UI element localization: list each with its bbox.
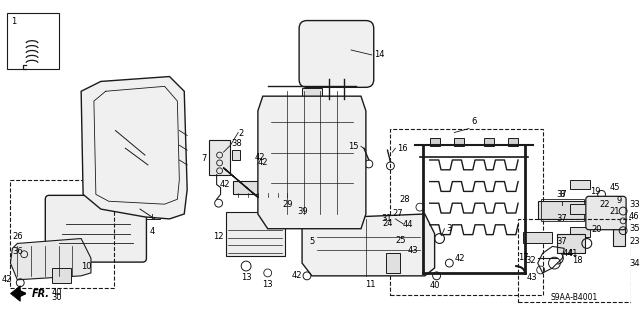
- Text: 42: 42: [255, 153, 265, 162]
- Bar: [170, 168, 182, 178]
- Text: 9: 9: [616, 196, 622, 205]
- Text: 32: 32: [525, 256, 536, 265]
- Polygon shape: [258, 96, 366, 229]
- Bar: [484, 138, 493, 146]
- Text: 42: 42: [454, 254, 465, 263]
- Bar: [570, 180, 590, 189]
- Text: 31: 31: [382, 214, 392, 223]
- Text: 5: 5: [309, 237, 314, 246]
- Bar: [570, 227, 590, 237]
- Bar: [454, 138, 464, 146]
- Text: 13: 13: [262, 280, 273, 289]
- Text: 42: 42: [292, 271, 302, 280]
- Bar: [390, 129, 543, 295]
- Text: 46: 46: [629, 212, 639, 221]
- Bar: [52, 268, 71, 283]
- Bar: [8, 13, 58, 69]
- Text: 23: 23: [629, 237, 639, 246]
- Bar: [302, 88, 322, 98]
- Text: 8: 8: [559, 190, 565, 199]
- Text: 15: 15: [349, 142, 359, 151]
- Polygon shape: [81, 77, 187, 219]
- Text: 40: 40: [429, 281, 440, 290]
- Text: 29: 29: [282, 200, 293, 209]
- Text: 37: 37: [556, 237, 567, 246]
- Text: 42: 42: [2, 275, 12, 284]
- Bar: [209, 140, 230, 175]
- Bar: [234, 181, 302, 194]
- Text: 17: 17: [518, 253, 528, 262]
- Text: 2: 2: [238, 129, 243, 137]
- Text: 19: 19: [590, 187, 600, 196]
- Text: 10: 10: [81, 262, 92, 271]
- Text: 3: 3: [447, 224, 452, 233]
- Text: 24: 24: [383, 219, 394, 228]
- Text: 6: 6: [471, 117, 477, 126]
- Bar: [541, 199, 584, 221]
- Text: 11: 11: [365, 280, 376, 289]
- Text: 25: 25: [395, 236, 406, 245]
- Text: 37: 37: [556, 214, 567, 223]
- Text: 12: 12: [213, 232, 223, 241]
- Bar: [508, 138, 518, 146]
- Text: 42: 42: [220, 180, 230, 189]
- Text: 44: 44: [563, 249, 573, 258]
- Bar: [429, 138, 440, 146]
- Text: 43: 43: [527, 273, 538, 282]
- Text: FR.: FR.: [32, 288, 50, 299]
- Text: 43: 43: [408, 246, 419, 256]
- Text: 37: 37: [556, 190, 567, 199]
- FancyBboxPatch shape: [586, 196, 626, 230]
- Bar: [613, 207, 625, 246]
- Text: 20: 20: [592, 225, 602, 234]
- Text: 14: 14: [374, 50, 384, 59]
- Text: 35: 35: [629, 224, 639, 233]
- Text: S9AA-B4001: S9AA-B4001: [550, 293, 598, 302]
- Text: 40: 40: [51, 288, 62, 297]
- Text: 16: 16: [397, 144, 408, 153]
- Bar: [538, 201, 587, 219]
- Text: 22: 22: [600, 200, 610, 209]
- Bar: [397, 249, 412, 268]
- Text: 41: 41: [567, 249, 578, 258]
- Bar: [570, 204, 590, 214]
- Text: 39: 39: [297, 206, 308, 216]
- Text: 21: 21: [609, 206, 620, 216]
- Text: 7: 7: [202, 153, 207, 162]
- Bar: [518, 219, 631, 302]
- Text: 26: 26: [12, 232, 23, 241]
- Bar: [557, 234, 585, 253]
- Polygon shape: [10, 286, 20, 301]
- Polygon shape: [302, 214, 435, 276]
- Text: 18: 18: [572, 256, 582, 265]
- Bar: [227, 212, 285, 256]
- Bar: [142, 211, 160, 219]
- Text: 34: 34: [629, 259, 639, 268]
- Text: 30: 30: [51, 293, 62, 301]
- Text: 13: 13: [241, 273, 252, 282]
- Text: 38: 38: [231, 139, 242, 148]
- Bar: [10, 180, 113, 288]
- Text: 36: 36: [12, 247, 23, 256]
- Bar: [523, 232, 552, 243]
- Text: 1: 1: [12, 17, 17, 26]
- Text: 44: 44: [403, 220, 413, 229]
- FancyBboxPatch shape: [299, 20, 374, 87]
- Text: 4: 4: [149, 227, 154, 236]
- Text: 45: 45: [609, 183, 620, 192]
- Text: 28: 28: [399, 195, 410, 204]
- Text: 42: 42: [257, 158, 268, 167]
- Polygon shape: [10, 239, 91, 280]
- FancyBboxPatch shape: [45, 195, 147, 262]
- Bar: [385, 253, 400, 273]
- Text: 33: 33: [629, 200, 640, 209]
- Bar: [232, 150, 240, 160]
- Text: 27: 27: [392, 210, 403, 219]
